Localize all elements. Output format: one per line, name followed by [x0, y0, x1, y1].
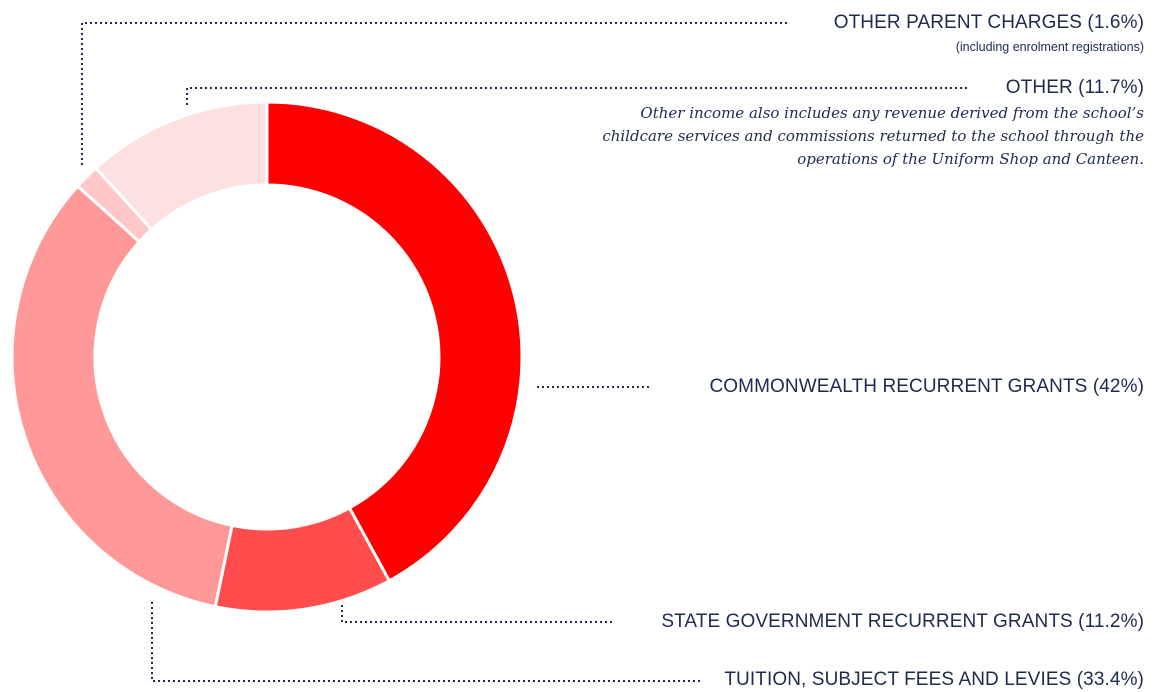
- label-other-parent-charges: OTHER PARENT CHARGES (1.6%): [833, 12, 1144, 33]
- leader-line-other: [186, 87, 970, 105]
- label-state-government-recurrent-grants: STATE GOVERNMENT RECURRENT GRANTS (11.2%…: [661, 611, 1144, 632]
- leader-line-tuition: [151, 602, 702, 682]
- slice-commonwealth: [265, 100, 524, 583]
- donut-slices: [10, 100, 524, 614]
- slice-tuition: [10, 184, 234, 609]
- note-other: Other income also includes any revenue d…: [602, 104, 1144, 168]
- label-tuition-subject-fees-levies: TUITION, SUBJECT FEES AND LEVIES (33.4%): [724, 669, 1144, 690]
- label-commonwealth-recurrent-grants: COMMONWEALTH RECURRENT GRANTS (42%): [709, 376, 1144, 397]
- leader-line-state-government: [341, 605, 612, 623]
- slice-other: [93, 100, 269, 232]
- note-other-parent-charges: (including enrolment registrations): [955, 40, 1144, 54]
- leader-line-other-parent-charges: [81, 22, 790, 165]
- label-other: OTHER (11.7%): [1005, 77, 1144, 98]
